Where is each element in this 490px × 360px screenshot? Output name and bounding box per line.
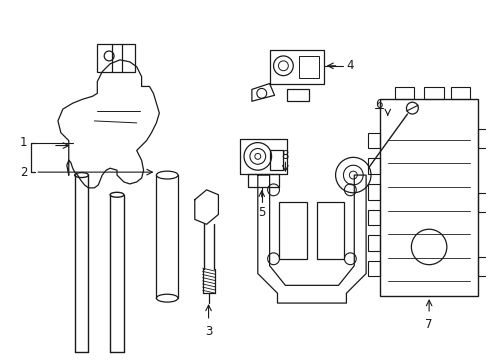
- Bar: [368, 235, 380, 251]
- Text: 7: 7: [425, 318, 433, 331]
- Bar: [368, 133, 380, 148]
- Text: 6: 6: [375, 98, 383, 111]
- Bar: [424, 87, 444, 99]
- Bar: [478, 129, 488, 148]
- Bar: [317, 202, 344, 259]
- Bar: [368, 158, 380, 174]
- Bar: [478, 193, 488, 212]
- Bar: [368, 184, 380, 200]
- Bar: [287, 89, 309, 101]
- Text: 1: 1: [20, 136, 27, 149]
- Bar: [368, 261, 380, 276]
- Bar: [380, 99, 478, 296]
- Bar: [368, 210, 380, 225]
- Bar: [270, 150, 283, 170]
- Bar: [451, 87, 470, 99]
- Text: 3: 3: [205, 325, 212, 338]
- Text: 5: 5: [258, 206, 266, 219]
- Bar: [98, 44, 135, 72]
- Text: 4: 4: [346, 59, 354, 72]
- Text: 2: 2: [20, 166, 27, 179]
- Text: 8: 8: [282, 149, 289, 162]
- Bar: [299, 56, 319, 78]
- Bar: [279, 202, 307, 259]
- Bar: [478, 257, 488, 276]
- Bar: [394, 87, 415, 99]
